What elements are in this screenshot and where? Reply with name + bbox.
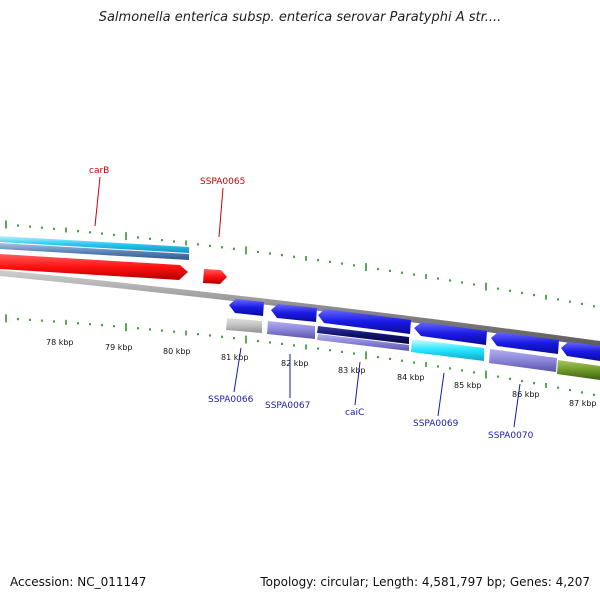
gene-arrow-SSPA0065[interactable]	[203, 269, 227, 284]
kbp-label: 78 kbp	[46, 338, 74, 347]
leader-line-SSPA0069	[437, 372, 445, 417]
feature-bar-cyan[interactable]	[411, 339, 484, 361]
feature-bar-lavender-1[interactable]	[267, 321, 315, 339]
leader-line-SSPA0066	[233, 347, 242, 393]
reverse-feature-bars	[226, 318, 600, 380]
leader-line-caiC	[354, 361, 361, 406]
gene-arrow-next[interactable]	[561, 342, 600, 361]
gene-arrow-SSPA0069[interactable]	[414, 322, 487, 345]
kbp-label: 79 kbp	[105, 343, 133, 352]
gene-label-SSPA0065[interactable]: SSPA0065	[200, 177, 245, 187]
forward-genes	[0, 254, 227, 284]
feature-bar-gray[interactable]	[226, 318, 262, 333]
feature-bar-steel[interactable]	[0, 243, 189, 260]
gene-arrow-SSPA0066[interactable]	[229, 299, 264, 316]
gene-label-SSPA0070[interactable]: SSPA0070	[488, 431, 534, 441]
feature-bar-lavender-3[interactable]	[489, 349, 557, 372]
gene-arrow-SSPA0067[interactable]	[271, 304, 317, 322]
outer-tick-track	[5, 220, 595, 308]
kbp-label: 80 kbp	[163, 347, 191, 356]
kbp-label: 83 kbp	[338, 366, 366, 375]
kbp-label: 84 kbp	[397, 373, 425, 382]
kbp-label: 85 kbp	[454, 381, 482, 390]
kbp-label: 86 kbp	[512, 390, 540, 399]
leader-line-carB	[94, 176, 101, 227]
kbp-labels: 78 kbp 79 kbp 80 kbp 81 kbp 82 kbp 83 kb…	[46, 338, 597, 408]
reverse-genes	[229, 299, 600, 361]
gene-arrow-caiC[interactable]	[318, 309, 411, 334]
gene-label-SSPA0069[interactable]: SSPA0069	[413, 419, 459, 429]
leader-line-SSPA0070	[513, 383, 521, 428]
leader-line-SSPA0065	[218, 187, 224, 238]
gene-label-caiC[interactable]: caiC	[345, 408, 364, 418]
kbp-label: 87 kbp	[569, 399, 597, 408]
gene-label-SSPA0067[interactable]: SSPA0067	[265, 401, 310, 411]
kbp-label: 82 kbp	[281, 359, 309, 368]
gene-arrow-SSPA0070[interactable]	[491, 332, 559, 354]
inner-tick-track	[5, 314, 595, 396]
feature-bar-lavender-2[interactable]	[317, 334, 409, 351]
feature-bar-navy[interactable]	[317, 326, 409, 344]
accession-text: Accession: NC_011147	[10, 575, 147, 589]
reverse-gene-labels: SSPA0066 SSPA0067 caiC SSPA0069 SSPA0070	[208, 347, 534, 441]
map-title: Salmonella enterica subsp. enterica sero…	[98, 10, 502, 25]
feature-bar-olive[interactable]	[557, 360, 600, 380]
forward-feature-bars	[0, 236, 189, 260]
gene-label-SSPA0066[interactable]: SSPA0066	[208, 395, 254, 405]
feature-bar-sky[interactable]	[0, 236, 189, 253]
kbp-label: 81 kbp	[221, 353, 249, 362]
gene-label-carB[interactable]: carB	[89, 166, 109, 176]
forward-gene-labels: carB SSPA0065	[89, 166, 245, 238]
topology-summary: Topology: circular; Length: 4,581,797 bp…	[260, 575, 590, 589]
gene-arrow-carB[interactable]	[0, 254, 188, 280]
